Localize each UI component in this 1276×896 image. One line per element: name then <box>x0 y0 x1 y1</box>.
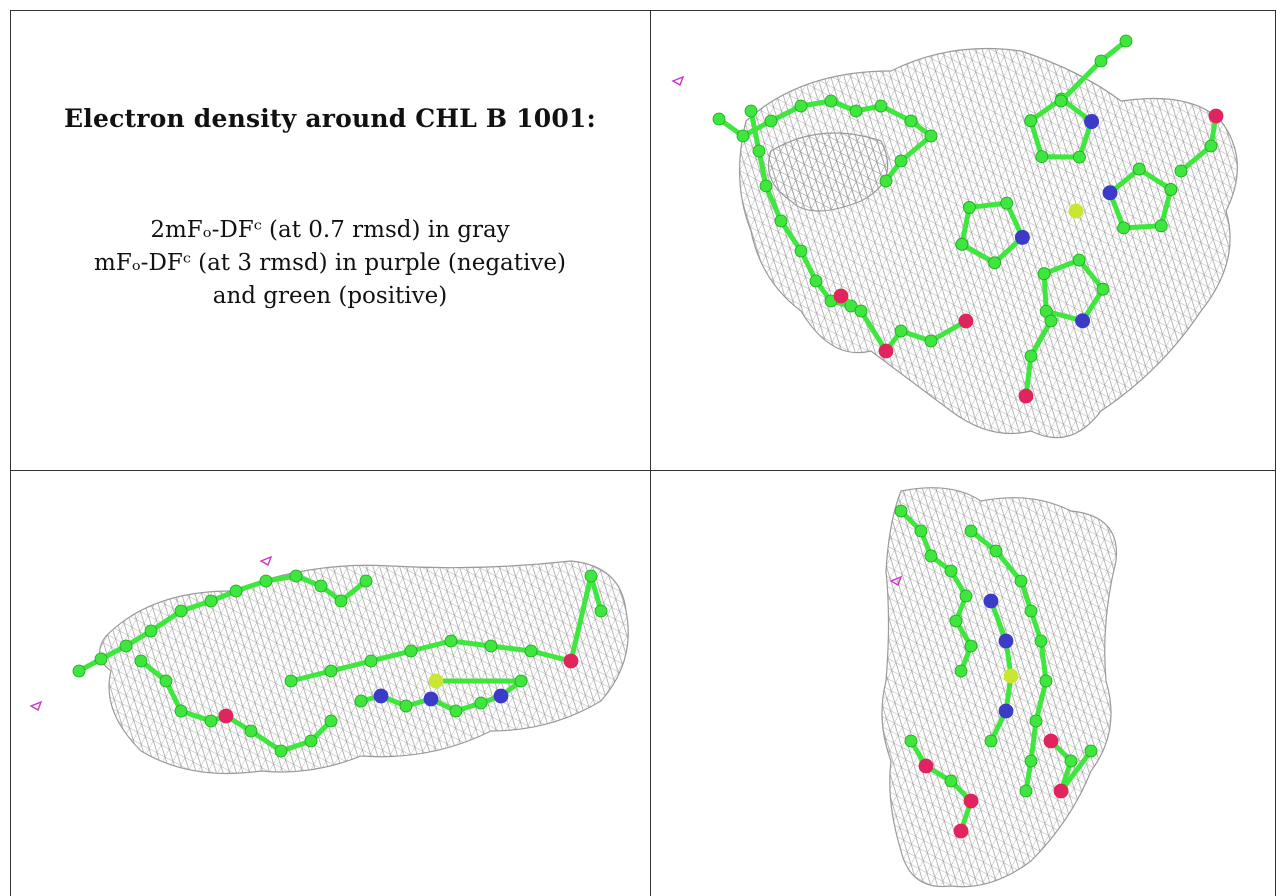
caption-line-fo: mFₒ-DFᶜ (at 3 rmsd) in purple (negative) <box>10 247 650 280</box>
caption-title: Electron density around CHL B 1001: <box>10 104 650 133</box>
negative-density-a <box>673 77 683 85</box>
negative-density-b2 <box>261 557 271 565</box>
negative-density-b1 <box>31 702 41 710</box>
molecule-density-view-a <box>651 11 1275 470</box>
density-mesh-main-b <box>100 561 629 774</box>
view-bottom-left <box>11 471 650 896</box>
view-top-right <box>651 11 1275 470</box>
caption-legend: 2mFₒ-DFᶜ (at 0.7 rmsd) in gray mFₒ-DFᶜ (… <box>10 214 650 313</box>
view-bottom-right <box>651 471 1275 896</box>
magnesium-atom-a <box>1069 204 1083 218</box>
caption-line-positive: and green (positive) <box>10 280 650 313</box>
density-mesh-main <box>740 49 1238 438</box>
molecule-density-view-b <box>11 471 650 896</box>
caption-line-2fo: 2mFₒ-DFᶜ (at 0.7 rmsd) in gray <box>10 214 650 247</box>
molecule-density-view-c <box>651 471 1275 896</box>
caption-cell: Electron density around CHL B 1001: 2mFₒ… <box>10 10 650 470</box>
